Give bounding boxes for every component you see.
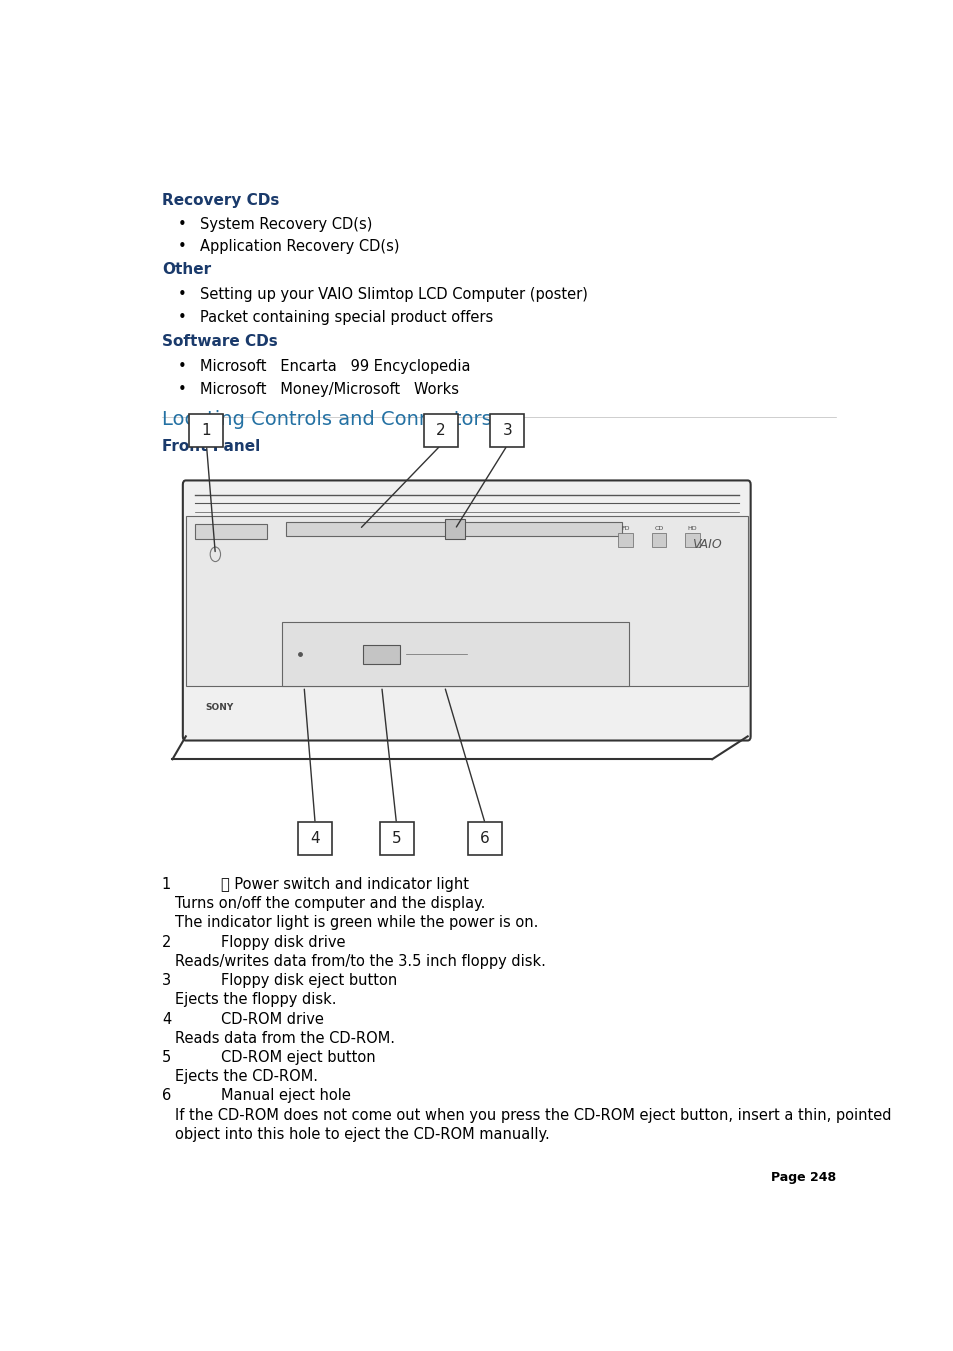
FancyBboxPatch shape (490, 413, 524, 447)
FancyBboxPatch shape (190, 413, 223, 447)
Text: Application Recovery CD(s): Application Recovery CD(s) (200, 239, 399, 254)
FancyBboxPatch shape (298, 821, 332, 855)
Text: Floppy disk drive: Floppy disk drive (221, 935, 345, 950)
Bar (618, 534, 633, 547)
Text: Locating Controls and Connectors: Locating Controls and Connectors (162, 409, 491, 428)
Bar (684, 534, 699, 547)
FancyBboxPatch shape (183, 481, 750, 740)
Text: Microsoft   Encarta   99 Encyclopedia: Microsoft Encarta 99 Encyclopedia (200, 359, 471, 374)
FancyBboxPatch shape (379, 821, 413, 855)
Text: The indicator light is green while the power is on.: The indicator light is green while the p… (175, 915, 538, 931)
Text: Floppy disk eject button: Floppy disk eject button (221, 973, 396, 988)
Text: 3: 3 (162, 973, 171, 988)
Text: FD: FD (620, 526, 629, 531)
Text: object into this hole to eject the CD-ROM manually.: object into this hole to eject the CD-RO… (175, 1127, 549, 1142)
Text: •: • (178, 286, 187, 303)
Text: •: • (178, 309, 187, 324)
Text: Ejects the CD-ROM.: Ejects the CD-ROM. (175, 1069, 318, 1085)
Text: Reads/writes data from/to the 3.5 inch floppy disk.: Reads/writes data from/to the 3.5 inch f… (175, 954, 545, 969)
Text: Setting up your VAIO Slimtop LCD Computer (poster): Setting up your VAIO Slimtop LCD Compute… (200, 286, 588, 303)
Text: ⏻ Power switch and indicator light: ⏻ Power switch and indicator light (221, 877, 469, 892)
Text: Page 248: Page 248 (770, 1171, 836, 1183)
Text: 4: 4 (310, 831, 319, 846)
Bar (363, 644, 399, 663)
Text: Turns on/off the computer and the display.: Turns on/off the computer and the displa… (175, 896, 485, 911)
Bar (282, 621, 629, 686)
Text: Manual eject hole: Manual eject hole (221, 1089, 351, 1104)
Text: 1: 1 (201, 423, 211, 438)
Text: CD-ROM eject button: CD-ROM eject button (221, 1050, 375, 1065)
Text: •: • (178, 239, 187, 254)
Text: 6: 6 (162, 1089, 171, 1104)
Text: 4: 4 (162, 1012, 171, 1027)
FancyBboxPatch shape (468, 821, 501, 855)
FancyBboxPatch shape (423, 413, 457, 447)
Text: VAIO: VAIO (692, 539, 721, 551)
Bar (444, 519, 465, 539)
Text: Front Panel: Front Panel (162, 439, 260, 454)
Text: •: • (178, 381, 187, 397)
Text: CD: CD (654, 526, 663, 531)
Bar (285, 521, 621, 535)
Text: 3: 3 (502, 423, 512, 438)
Bar (194, 524, 267, 539)
Text: 2: 2 (162, 935, 172, 950)
Text: Microsoft   Money/Microsoft   Works: Microsoft Money/Microsoft Works (200, 381, 458, 397)
Bar (651, 534, 665, 547)
Text: System Recovery CD(s): System Recovery CD(s) (200, 218, 373, 232)
Text: 2: 2 (436, 423, 445, 438)
Text: •: • (178, 359, 187, 374)
Text: 6: 6 (480, 831, 490, 846)
Text: SONY: SONY (205, 703, 233, 712)
Text: If the CD-ROM does not come out when you press the CD-ROM eject button, insert a: If the CD-ROM does not come out when you… (175, 1108, 891, 1123)
Text: 5: 5 (392, 831, 401, 846)
Text: Ejects the floppy disk.: Ejects the floppy disk. (175, 992, 336, 1008)
Text: 1: 1 (162, 877, 171, 892)
Text: •: • (178, 218, 187, 232)
Text: 5: 5 (162, 1050, 171, 1065)
Text: Reads data from the CD-ROM.: Reads data from the CD-ROM. (175, 1031, 395, 1046)
Text: Recovery CDs: Recovery CDs (162, 193, 279, 208)
Text: Software CDs: Software CDs (162, 334, 277, 349)
Text: Packet containing special product offers: Packet containing special product offers (200, 309, 493, 324)
Text: Other: Other (162, 262, 211, 277)
Bar (186, 516, 747, 686)
Text: CD-ROM drive: CD-ROM drive (221, 1012, 324, 1027)
Text: HD: HD (687, 526, 697, 531)
